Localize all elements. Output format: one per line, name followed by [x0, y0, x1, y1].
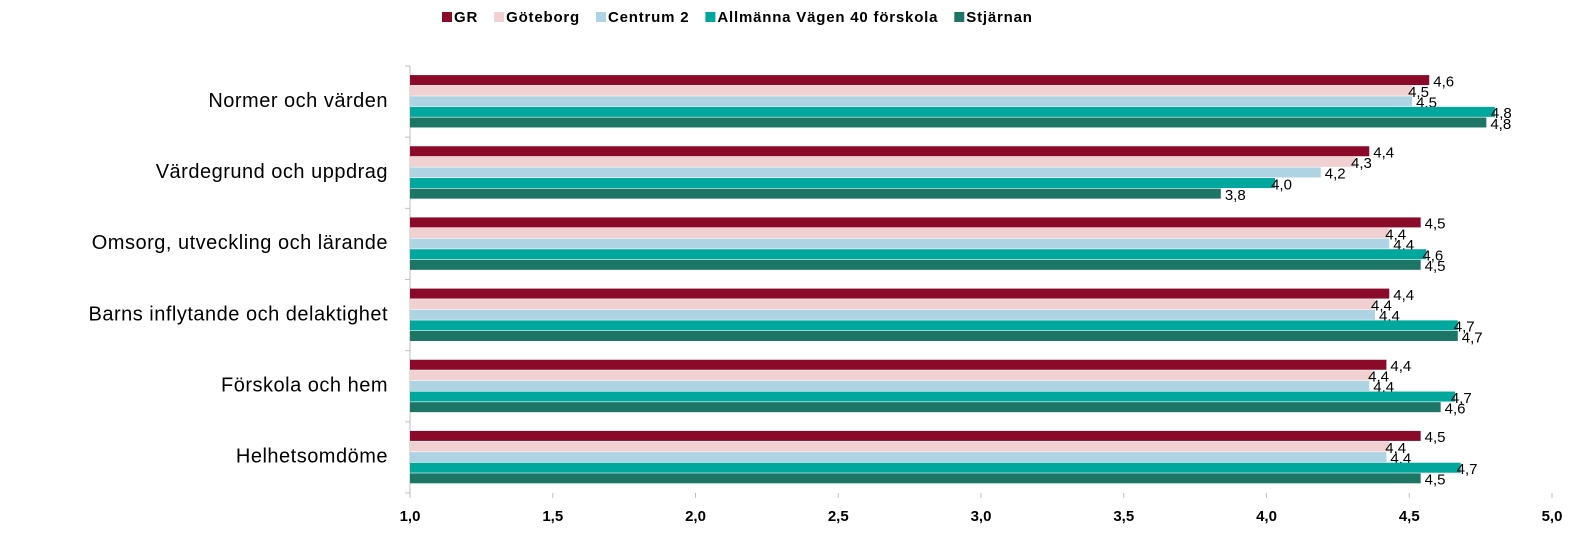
- bar: [410, 106, 1495, 117]
- value-label: 4,5: [1425, 258, 1446, 275]
- value-label: 4,2: [1325, 166, 1346, 183]
- x-tick-label: 3,5: [1113, 508, 1134, 525]
- value-label: 4,7: [1451, 390, 1472, 407]
- value-label: 4,5: [1425, 216, 1446, 233]
- bar: [410, 309, 1375, 320]
- value-label: 4,6: [1445, 400, 1466, 417]
- legend-swatch: [494, 12, 505, 22]
- bar: [410, 473, 1421, 484]
- value-label: 4,4: [1368, 369, 1389, 386]
- value-label: 4,5: [1408, 84, 1429, 101]
- bar: [410, 75, 1430, 86]
- value-label: 4,5: [1425, 429, 1446, 446]
- legend-label: Stjärnan: [966, 9, 1032, 26]
- bar: [410, 391, 1455, 402]
- bar: [410, 452, 1387, 463]
- value-label: 4,6: [1433, 73, 1454, 90]
- bar: [410, 430, 1421, 441]
- value-label: 4,4: [1385, 226, 1406, 243]
- bar: [410, 217, 1421, 228]
- bar: [410, 380, 1370, 391]
- legend-swatch: [954, 12, 965, 22]
- bar: [410, 320, 1458, 331]
- value-label: 4,6: [1422, 247, 1443, 264]
- value-label: 3,8: [1225, 187, 1246, 204]
- bar: [410, 85, 1413, 96]
- legend-swatch: [705, 12, 716, 22]
- value-label: 4,4: [1385, 440, 1406, 457]
- category-label: Helhetsomdöme: [236, 446, 388, 468]
- value-label: 4,4: [1393, 287, 1414, 304]
- bar: [410, 117, 1487, 128]
- x-tick-label: 4,0: [1256, 508, 1277, 525]
- value-label: 4,8: [1491, 105, 1512, 122]
- value-label: 4,4: [1371, 297, 1392, 314]
- bar: [410, 462, 1461, 473]
- value-label: 4,0: [1271, 176, 1292, 193]
- value-label: 4,8: [1490, 116, 1511, 133]
- legend-label: Allmänna Vägen 40 förskola: [717, 9, 938, 26]
- category-label: Omsorg, utveckling och lärande: [92, 232, 388, 254]
- legend-swatch: [596, 12, 607, 22]
- value-label: 4,7: [1454, 319, 1475, 336]
- bar: [410, 288, 1390, 299]
- legend-label: Göteborg: [506, 9, 580, 26]
- bar: [410, 359, 1387, 370]
- bar: [410, 228, 1390, 239]
- bar: [410, 167, 1321, 178]
- legend-label: GR: [454, 9, 478, 26]
- bar: [410, 146, 1370, 157]
- x-tick-label: 4,5: [1399, 508, 1420, 525]
- x-tick-label: 2,0: [685, 508, 706, 525]
- bar: [410, 238, 1390, 249]
- x-tick-label: 1,5: [542, 508, 563, 525]
- bar: [410, 402, 1441, 413]
- x-tick-label: 3,0: [971, 508, 992, 525]
- bar: [410, 188, 1221, 199]
- x-tick-label: 2,5: [828, 508, 849, 525]
- value-label: 4,3: [1351, 155, 1372, 172]
- bar: [410, 330, 1458, 341]
- value-label: 4,5: [1425, 472, 1446, 489]
- value-label: 4,4: [1373, 145, 1394, 162]
- x-tick-label: 5,0: [1542, 508, 1563, 525]
- bar: [410, 249, 1427, 260]
- bar: [410, 370, 1373, 381]
- value-label: 4,4: [1390, 358, 1411, 375]
- category-label: Värdegrund och uppdrag: [156, 161, 388, 183]
- category-label: Förskola och hem: [221, 375, 388, 397]
- category-label: Barns inflytande och delaktighet: [88, 303, 388, 325]
- legend-swatch: [442, 12, 452, 22]
- bar: [410, 96, 1413, 107]
- category-label: Normer och värden: [208, 90, 388, 112]
- bar: [410, 299, 1375, 310]
- x-tick-label: 1,0: [400, 508, 421, 525]
- bar: [410, 259, 1421, 270]
- bar: [410, 441, 1390, 452]
- value-label: 4,7: [1457, 461, 1478, 478]
- bar: [410, 178, 1276, 189]
- legend-label: Centrum 2: [608, 9, 689, 26]
- value-label: 4,7: [1462, 329, 1483, 346]
- bar: [410, 156, 1356, 167]
